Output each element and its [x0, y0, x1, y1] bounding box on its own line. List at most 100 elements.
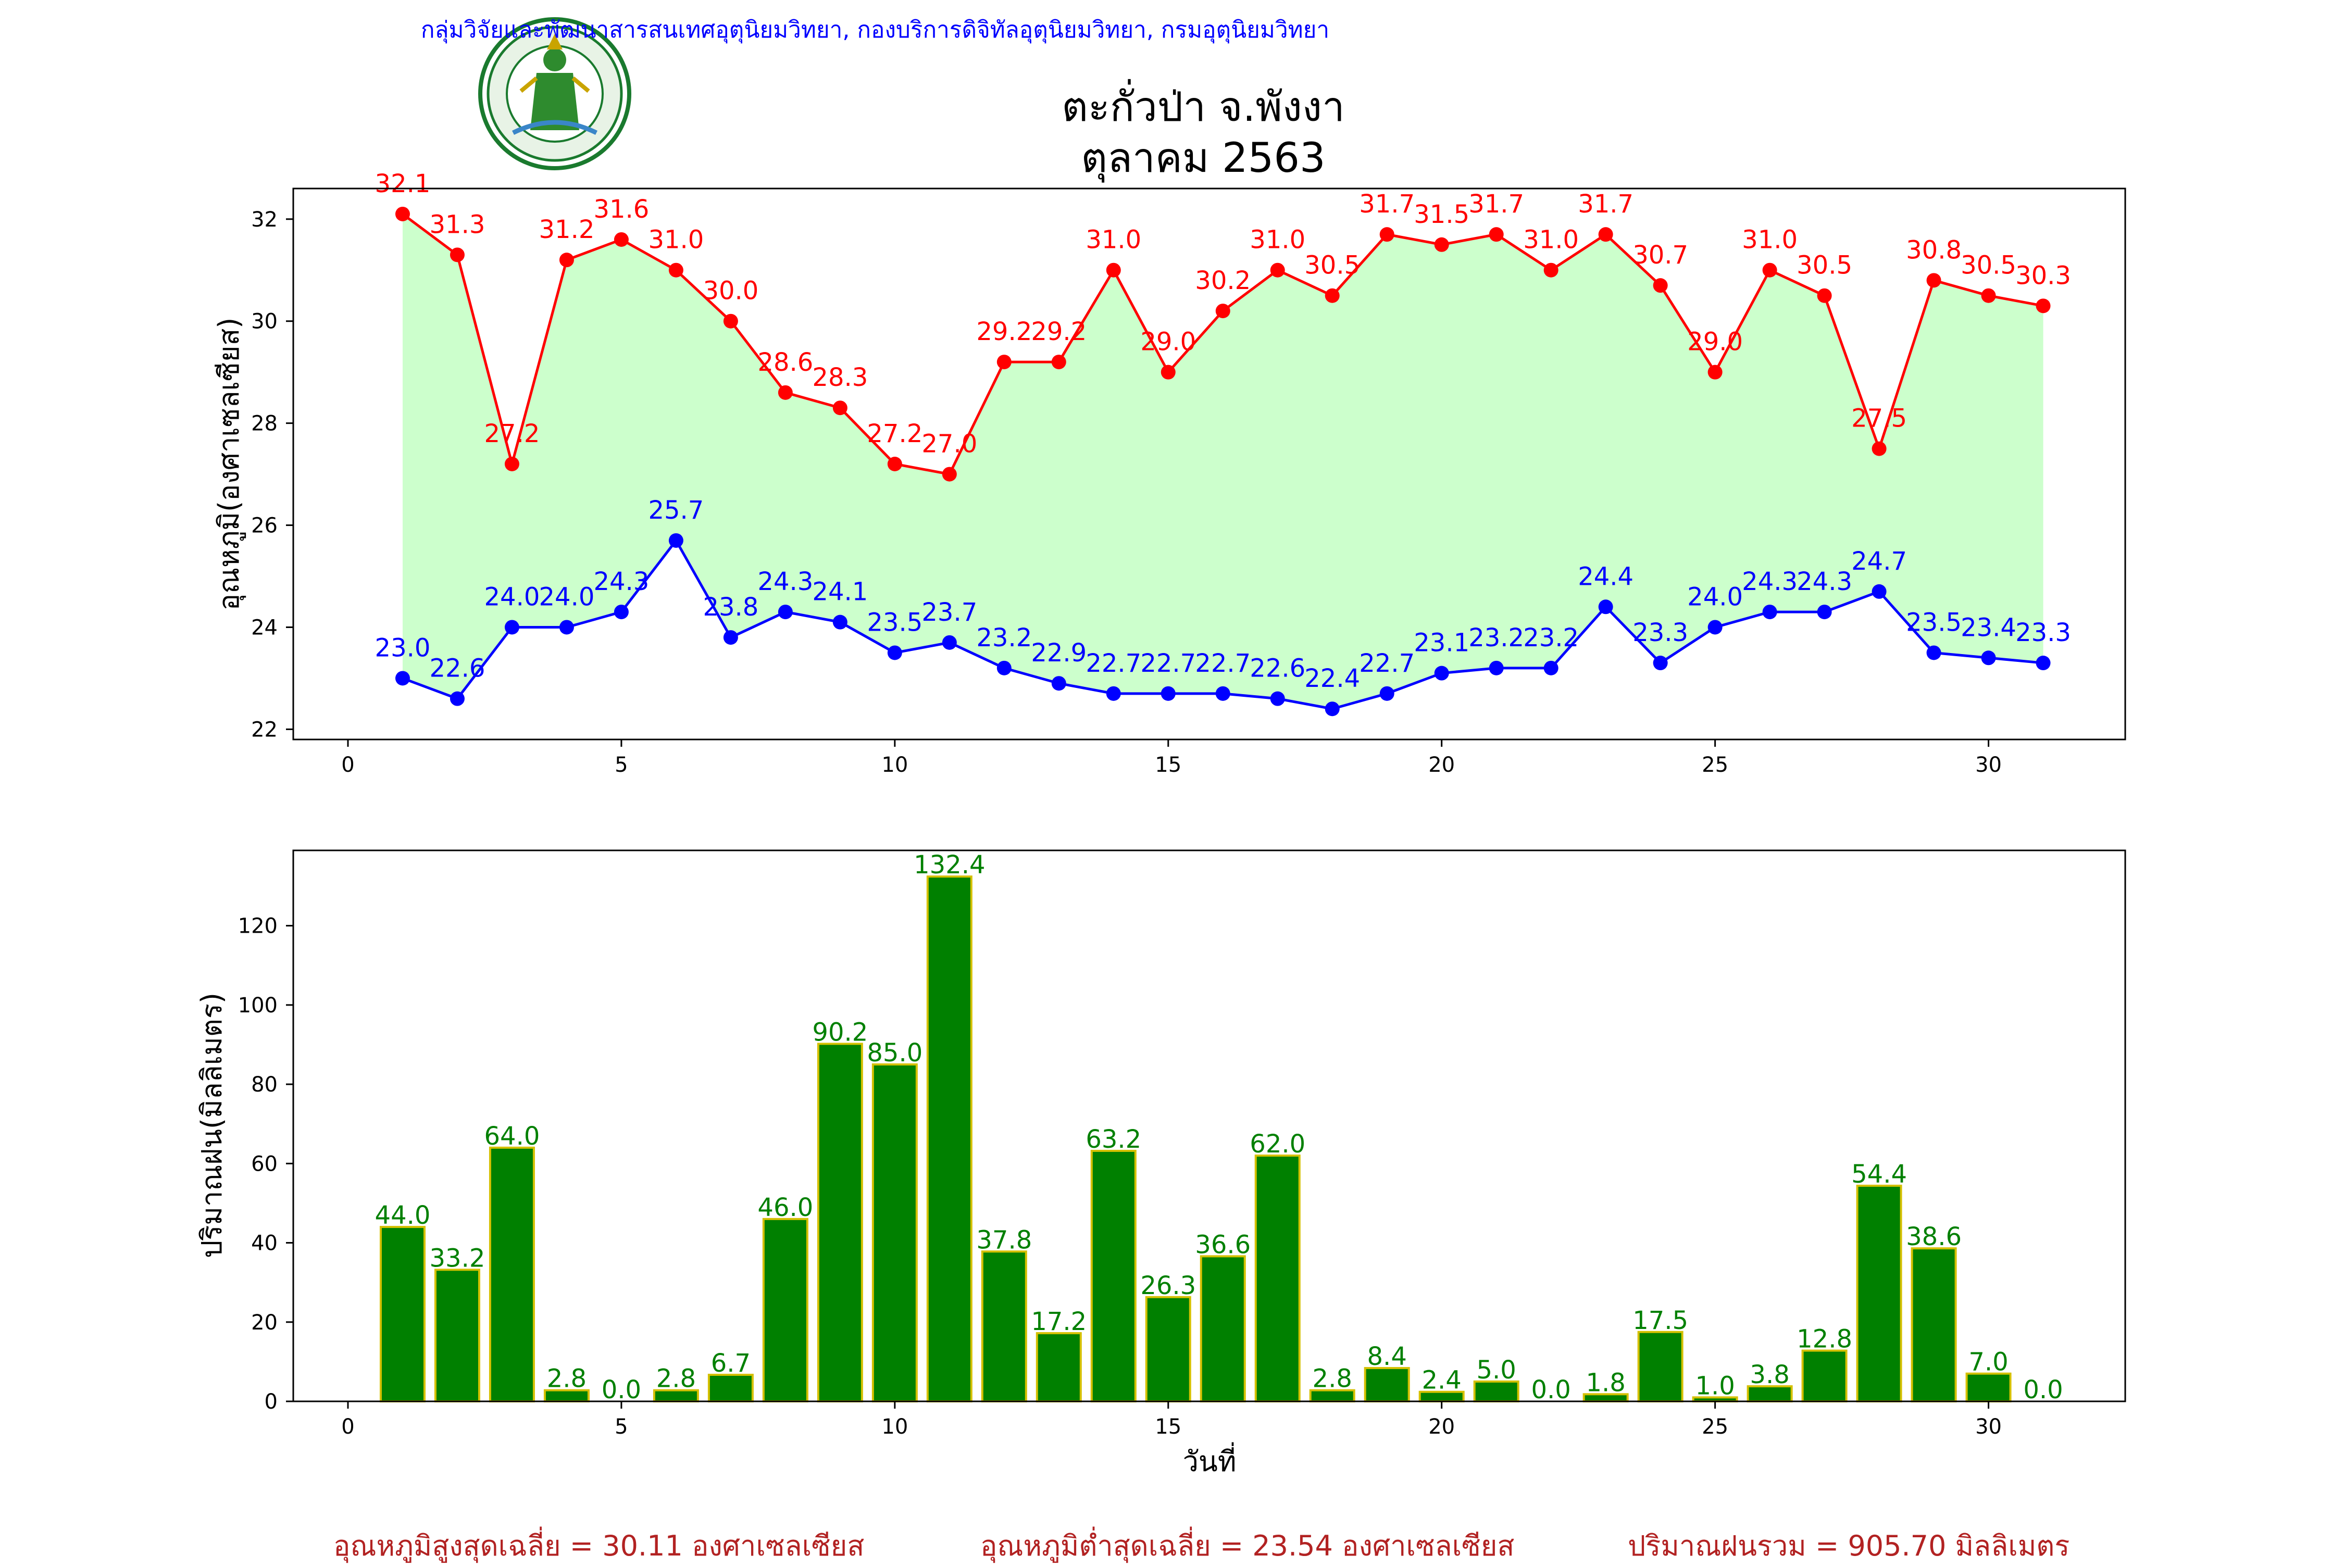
max-temperature-point: [1051, 355, 1066, 370]
min-temperature-label: 23.2: [1468, 623, 1524, 653]
rainfall-label: 17.2: [1031, 1307, 1087, 1336]
min-temperature-point: [1051, 676, 1066, 691]
rainfall-bar: [1364, 1367, 1410, 1402]
max-temperature-point: [1161, 365, 1176, 380]
min-temperature-point: [1215, 686, 1230, 701]
max-temperature-point: [1215, 304, 1230, 319]
max-temperature-label: 30.2: [1195, 266, 1251, 295]
rainfall-panel: 44.0 33.2 64.0 2.8 0.0 2.8 6.7 46.0 90.285.0 132.…: [195, 849, 2126, 1478]
rainfall-label: 2.4: [1422, 1366, 1462, 1395]
rainfall-bar: [707, 1374, 754, 1403]
max-temperature-point: [778, 385, 793, 400]
min-temperature-point: [450, 691, 465, 706]
min-temperature-point: [1270, 691, 1285, 706]
max-temperature-label: 32.1: [375, 169, 431, 198]
max-temperature-label: 30.5: [1961, 251, 2016, 280]
min-temperature-point: [1489, 660, 1504, 675]
min-temperature-label: 22.7: [1359, 649, 1415, 678]
y-tick-label: 100: [238, 994, 278, 1018]
min-temperature-label: 23.8: [703, 593, 758, 622]
max-temperature-point: [1981, 288, 1996, 303]
x-tick-label: 25: [1702, 753, 1728, 777]
max-temperature-label: 30.8: [1906, 235, 1962, 265]
y-tick-label: 80: [251, 1073, 278, 1097]
max-temperature-point: [395, 206, 410, 221]
max-temperature-label: 29.0: [1687, 328, 1743, 357]
rainfall-label: 37.8: [976, 1225, 1032, 1255]
temperature-y-axis-label: อุณหภูมิ(องศาเซลเซียส): [213, 318, 246, 611]
max-temperature-point: [504, 457, 519, 471]
rainfall-data-labels: 44.0 33.2 64.0 2.8 0.0 2.8 6.7 46.0 90.285.0 132.…: [375, 850, 2063, 1404]
max-temperature-point: [1325, 288, 1340, 303]
max-temperature-point: [832, 400, 847, 416]
rainfall-label: 8.4: [1367, 1342, 1407, 1371]
max-temperature-label: 29.2: [976, 317, 1032, 346]
rainfall-bar: [1856, 1184, 1902, 1403]
x-tick-label: 20: [1428, 1415, 1455, 1439]
max-temperature-point: [887, 457, 902, 471]
rainfall-bar: [489, 1146, 535, 1402]
max-temperature-label: 31.0: [1523, 225, 1579, 255]
y-tick-label: 30: [251, 310, 278, 334]
min-temperature-point: [614, 605, 629, 620]
rainfall-plot-frame: [292, 849, 2126, 1402]
chart-title-station: ตะกั่วป่า จ.พังงา: [1062, 79, 1345, 131]
x-tick-label: 25: [1702, 1415, 1728, 1439]
rainfall-label: 0.0: [602, 1375, 641, 1404]
rainfall-y-axis-label: ปริมาณฝน(มิลลิเมตร): [195, 993, 228, 1258]
rainfall-label: 0.0: [2023, 1375, 2063, 1404]
rainfall-bar: [1254, 1155, 1301, 1403]
temperature-fill-area: [402, 214, 2043, 709]
min-temperature-label: 24.0: [1687, 582, 1743, 611]
y-tick-label: 32: [251, 208, 278, 232]
min-temperature-label: 22.7: [1195, 649, 1251, 678]
footer-average-max: อุณหภูมิสูงสุดเฉลี่ย = 30.11 องศาเซลเซีย…: [333, 1529, 865, 1562]
min-temperature-label: 24.7: [1851, 547, 1907, 576]
rainfall-bar: [1965, 1372, 2012, 1403]
rainfall-label: 2.8: [656, 1364, 696, 1394]
max-temperature-label: 31.7: [1359, 190, 1415, 219]
x-tick-label: 10: [881, 753, 908, 777]
rainfall-label: 62.0: [1250, 1130, 1305, 1159]
max-temperature-point: [1434, 237, 1449, 252]
y-tick-label: 24: [251, 616, 278, 639]
min-temperature-label: 24.3: [1797, 567, 1852, 596]
rainfall-bar: [762, 1218, 808, 1403]
rainfall-bar: [1036, 1332, 1082, 1403]
min-temperature-point: [996, 660, 1012, 675]
x-tick-label: 5: [615, 1415, 628, 1439]
x-tick-label: 20: [1428, 753, 1455, 777]
max-temperature-point: [996, 355, 1012, 370]
min-temperature-label: 23.5: [867, 608, 922, 637]
rainfall-bar: [981, 1250, 1027, 1403]
rainfall-bar: [1200, 1255, 1246, 1402]
y-tick-label: 0: [265, 1390, 278, 1414]
max-temperature-point: [450, 247, 465, 262]
temperature-data-labels: 32.1 23.0 31.3 22.6 27.2 24.0 31.2 24.0 31.6 24.3…: [375, 169, 2071, 693]
rainfall-bars: [379, 875, 2012, 1403]
rainfall-bar: [926, 875, 972, 1402]
min-temperature-point: [1434, 666, 1449, 681]
max-temperature-label: 31.3: [430, 210, 485, 239]
min-temperature-label: 24.3: [1742, 567, 1798, 596]
rainfall-label: 44.0: [375, 1201, 431, 1230]
rainfall-label: 0.0: [1531, 1375, 1570, 1404]
max-temperature-point: [1926, 273, 1941, 288]
rainfall-x-ticks: 0 5 10 15 20 25 30: [341, 1401, 2002, 1439]
rainfall-label: 17.5: [1632, 1306, 1688, 1335]
temperature-x-ticks: 0 5 10 15 20 25 30: [341, 739, 2002, 777]
rainfall-label: 46.0: [757, 1193, 813, 1222]
y-tick-label: 120: [238, 914, 278, 938]
max-temperature-label: 30.5: [1797, 251, 1852, 280]
rainfall-x-axis-label: วันที่: [1183, 1442, 1237, 1478]
rainfall-bar: [1090, 1149, 1137, 1403]
max-temperature-point: [1762, 262, 1777, 278]
min-temperature-point: [504, 620, 519, 635]
org-text: กลุ่มวิจัยและพัฒนาสารสนเทศอุตุนิยมวิทยา,…: [421, 17, 1329, 44]
min-temperature-point: [1707, 620, 1723, 635]
rainfall-label: 85.0: [867, 1038, 922, 1068]
rainfall-bar: [817, 1043, 863, 1403]
min-temperature-label: 24.0: [484, 582, 540, 611]
footer-rain-total: ปริมาณฝนรวม = 905.70 มิลลิเมตร: [1628, 1529, 2070, 1562]
